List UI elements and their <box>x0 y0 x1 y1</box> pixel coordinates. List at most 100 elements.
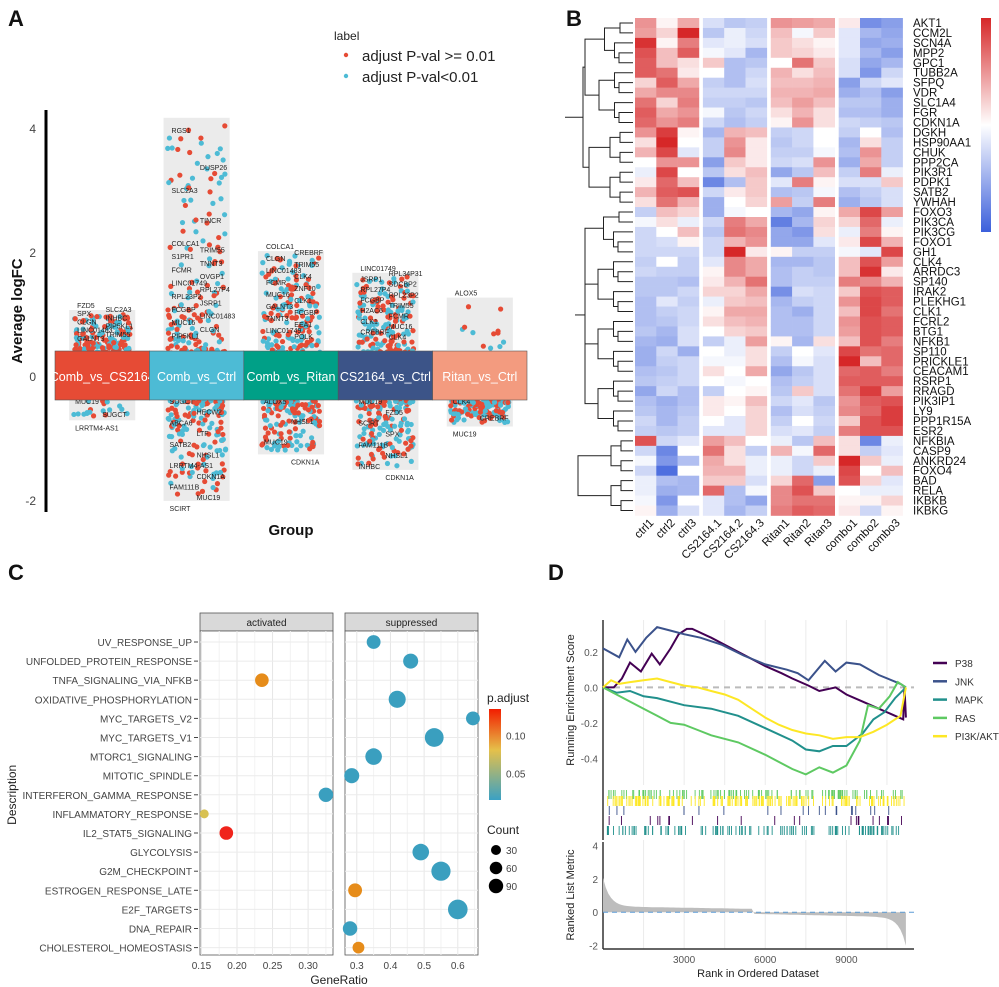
data-point <box>168 291 175 297</box>
data-point <box>369 320 375 327</box>
data-point <box>269 342 275 348</box>
data-point <box>389 329 396 336</box>
data-point <box>297 433 303 439</box>
data-point <box>386 400 393 406</box>
data-point <box>309 342 315 348</box>
gene-label: CLGN <box>77 319 96 326</box>
data-point <box>176 423 182 429</box>
data-point <box>180 334 186 340</box>
x-tick-label: 9000 <box>835 955 858 966</box>
data-point <box>207 425 213 431</box>
y-tick-label: -2 <box>589 942 598 953</box>
data-point <box>277 294 283 300</box>
gene-label: TNNT3 <box>266 316 289 323</box>
x-axis-title: Group <box>269 522 314 539</box>
data-point <box>222 231 228 237</box>
data-point <box>404 328 410 334</box>
data-point <box>398 427 405 433</box>
data-point <box>203 468 209 474</box>
data-point <box>300 273 307 279</box>
gene-label: INHBC <box>106 315 128 322</box>
data-point <box>84 409 90 416</box>
data-point <box>259 270 265 276</box>
legend-label: PI3K/AKT <box>955 732 999 743</box>
data-point <box>187 246 193 252</box>
data-point <box>296 419 303 425</box>
data-point <box>397 423 404 429</box>
gene-label: DUSP26 <box>200 165 227 172</box>
data-point <box>293 432 299 439</box>
data-point <box>356 332 362 338</box>
data-point <box>376 414 382 421</box>
data-point <box>390 297 396 303</box>
data-point <box>186 450 192 457</box>
gene-label: LINC01483 <box>266 268 302 275</box>
data-point <box>387 313 393 319</box>
data-point <box>191 312 197 318</box>
data-point <box>309 262 315 269</box>
data-point <box>377 425 383 431</box>
data-point <box>174 491 181 497</box>
data-point <box>310 290 316 296</box>
data-point <box>271 429 278 435</box>
legend-label: JNK <box>955 677 974 688</box>
y-tick-label: 0.2 <box>584 648 598 659</box>
group-bar <box>243 350 339 401</box>
data-point <box>216 339 222 345</box>
data-point <box>288 296 294 302</box>
data-point <box>193 229 199 235</box>
data-point <box>380 324 387 330</box>
data-point <box>396 405 403 411</box>
data-point <box>212 439 218 445</box>
data-point <box>278 431 284 437</box>
data-point <box>275 399 281 405</box>
data-point <box>290 269 296 275</box>
data-point <box>316 422 323 429</box>
gene-label: FCGBP <box>172 307 196 314</box>
gene-label: SPX <box>77 311 91 318</box>
data-point <box>288 286 294 292</box>
data-point <box>387 427 394 433</box>
data-point <box>201 345 207 351</box>
gene-label: MUC16 <box>172 320 196 327</box>
data-point <box>260 399 266 405</box>
data-point <box>381 454 387 460</box>
data-point <box>308 435 315 441</box>
data-point <box>202 478 208 485</box>
data-point <box>84 339 90 345</box>
gene-label: RGS1 <box>172 128 191 135</box>
data-point <box>407 400 413 406</box>
data-point <box>191 442 197 448</box>
data-point <box>392 318 399 324</box>
data-point <box>408 292 414 299</box>
data-point <box>125 335 131 341</box>
data-point <box>289 406 296 412</box>
legend-label: RAS <box>955 714 976 725</box>
data-point <box>298 443 304 449</box>
data-point <box>360 442 366 448</box>
data-point <box>316 408 322 414</box>
data-point <box>355 455 361 461</box>
data-point <box>210 484 216 491</box>
data-point <box>370 330 376 336</box>
data-point <box>362 315 368 321</box>
data-point <box>367 417 373 423</box>
data-point <box>388 453 394 459</box>
data-point <box>204 166 210 172</box>
data-point <box>375 304 381 310</box>
data-point <box>367 438 373 444</box>
data-point <box>195 491 201 497</box>
data-point <box>392 453 398 459</box>
data-point <box>292 253 298 259</box>
data-point <box>94 314 100 320</box>
gene-label: GALNT3 <box>77 336 104 343</box>
gene-label: TRIM55 <box>106 332 131 339</box>
data-point <box>125 328 131 334</box>
data-point <box>165 330 172 336</box>
data-point <box>179 428 186 434</box>
data-point <box>187 149 193 156</box>
data-point <box>357 413 364 419</box>
data-point <box>100 408 106 414</box>
y-tick-label: 2 <box>592 875 598 886</box>
data-point <box>274 256 280 262</box>
